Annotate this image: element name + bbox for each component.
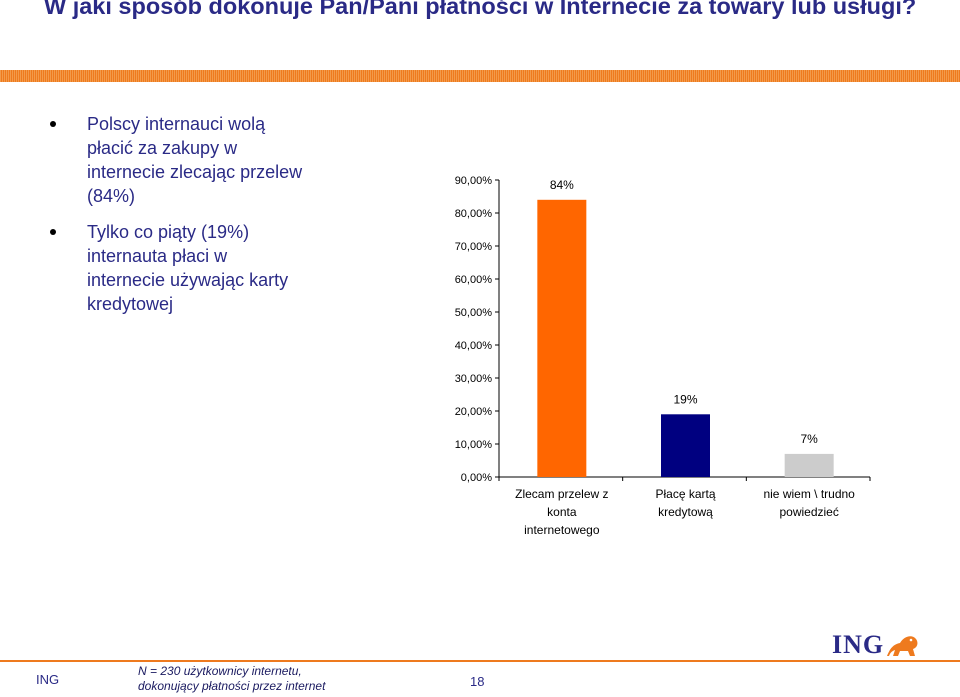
bar (661, 414, 710, 477)
y-tick-label: 20,00% (455, 406, 493, 418)
ing-logo: ING (832, 624, 920, 660)
sample-note-line: dokonujący płatności przez internet (138, 679, 326, 693)
category-label: Płacę kartą (655, 487, 715, 501)
y-tick-label: 90,00% (455, 175, 493, 187)
data-label: 84% (550, 178, 574, 192)
category-label: konta (547, 505, 577, 519)
footer-divider (0, 660, 960, 662)
bullet-item: Tylko co piąty (19%) internauta płaci w … (50, 220, 310, 316)
bar-chart: 0,00% 10,00% 20,00% 30,00% 40,00% 50,00% 60,00… (455, 175, 871, 537)
slide-title: W jaki sposób dokonuje Pan/Pani płatnośc… (44, 0, 917, 19)
y-tick-label: 50,00% (455, 307, 493, 319)
category-label: nie wiem \ trudno (763, 487, 855, 501)
data-label: 7% (800, 432, 818, 446)
bar (537, 199, 587, 478)
category-label: powiedzieć (779, 505, 838, 519)
bullet-item: Polscy internauci wolą płacić za zakupy … (50, 112, 310, 208)
y-tick-label: 0,00% (461, 472, 492, 484)
bullet-list: Polscy internauci wolą płacić za zakupy … (50, 112, 310, 328)
logo-wordmark: ING (832, 630, 885, 659)
category-label: kredytową (658, 505, 713, 519)
category-label: Zlecam przelew z (515, 487, 608, 501)
category-label: internetowego (524, 523, 600, 537)
y-tick-label: 70,00% (455, 241, 493, 253)
footer-brand: ING (36, 672, 60, 687)
y-tick-label: 10,00% (455, 439, 493, 451)
header-stripe (0, 70, 960, 82)
sample-note-line: N = 230 użytkownicy internetu, (138, 664, 302, 678)
page-number: 18 (470, 674, 485, 689)
y-tick-label: 60,00% (455, 274, 493, 286)
sample-note: N = 230 użytkownicy internetu, dokonując… (138, 664, 325, 694)
y-tick-label: 30,00% (455, 373, 493, 385)
lion-icon (887, 636, 918, 656)
data-label: 19% (673, 392, 697, 406)
y-tick-label: 40,00% (455, 340, 493, 352)
y-tick-label: 80,00% (455, 208, 493, 220)
bar (784, 453, 834, 477)
